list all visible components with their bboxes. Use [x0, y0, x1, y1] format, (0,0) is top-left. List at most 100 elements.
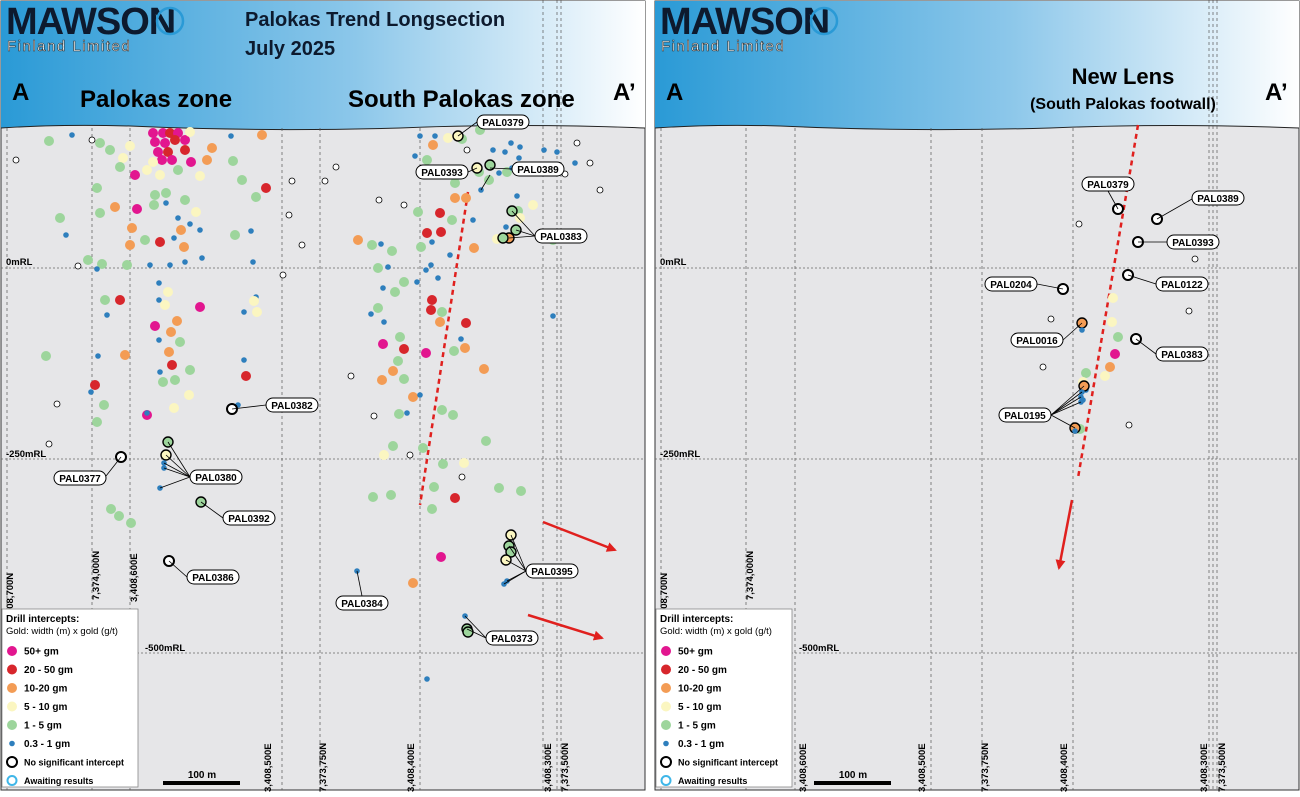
- hole-label[interactable]: PAL0384: [335, 595, 389, 611]
- hole-label[interactable]: PAL0204: [984, 276, 1038, 292]
- intercept-1-5: [481, 436, 491, 446]
- intercept-03-1: [147, 262, 153, 268]
- intercept-10-20: [127, 223, 137, 233]
- intercept-03-1: [417, 392, 423, 398]
- hole-label[interactable]: PAL0382: [265, 397, 319, 413]
- intercept-1-5: [140, 235, 150, 245]
- intercept-03-1: [417, 133, 423, 139]
- intercept-1-5: [367, 240, 377, 250]
- intercept-1-5: [175, 337, 185, 347]
- intercept-1-5: [388, 441, 398, 451]
- hole-label[interactable]: PAL0195: [998, 407, 1052, 423]
- legend-item-label: 0.3 - 1 gm: [678, 739, 724, 750]
- hole-label[interactable]: PAL0016: [1010, 332, 1064, 348]
- svg-text:PAL0395: PAL0395: [531, 567, 573, 578]
- leader-line: [159, 476, 191, 489]
- intercept-10-20: [408, 392, 418, 402]
- no-intercept: [321, 177, 329, 185]
- svg-text:PAL0393: PAL0393: [1172, 238, 1214, 249]
- hole-label[interactable]: PAL0383: [1155, 346, 1209, 362]
- intercept-5-10: [184, 390, 194, 400]
- intercept-03-1: [167, 262, 173, 268]
- right-sky-banner: [655, 1, 1299, 130]
- svg-text:PAL0122: PAL0122: [1161, 280, 1203, 291]
- no-intercept: [1047, 315, 1055, 323]
- hole-label[interactable]: PAL0379: [1081, 176, 1135, 192]
- intercept-1-5: [373, 303, 383, 313]
- intercept-03-1: [496, 170, 502, 176]
- hole-label[interactable]: PAL0383: [534, 228, 588, 244]
- intercept-50plus: [180, 135, 190, 145]
- leader-line: [1050, 385, 1085, 416]
- svg-text:100 m: 100 m: [188, 770, 216, 781]
- intercept-1-5: [126, 518, 136, 528]
- hole-label[interactable]: PAL0386: [186, 569, 240, 585]
- grid-label: 7,373,750N: [318, 743, 329, 792]
- intercept-1-5: [449, 346, 459, 356]
- grid-label: 3,408,600E: [129, 553, 140, 602]
- intercept-20-50: [461, 318, 471, 328]
- intercept-5-10: [1100, 371, 1110, 381]
- hole-label[interactable]: PAL0379: [476, 114, 530, 130]
- intercept-03-1: [424, 676, 430, 682]
- intercept-50plus: [167, 155, 177, 165]
- intercept-03-1: [663, 740, 669, 747]
- intercept-10-20: [257, 130, 267, 140]
- hole-label[interactable]: PAL0389: [511, 161, 565, 177]
- intercept-03-1: [516, 155, 522, 161]
- hole-label[interactable]: PAL0393: [1166, 234, 1220, 250]
- intercept-5-10: [459, 458, 469, 468]
- no-intercept: [298, 241, 306, 249]
- intercept-20-50: [115, 295, 125, 305]
- intercept-03-1: [241, 309, 247, 315]
- intercept-1-5: [373, 263, 383, 273]
- intercept-5-10: [7, 701, 17, 712]
- hole-label[interactable]: PAL0389: [1191, 190, 1245, 206]
- intercept-03-1: [414, 279, 420, 285]
- intercept-03-1: [381, 319, 387, 325]
- right-trend-line: [1076, 124, 1140, 479]
- intercept-50plus: [421, 348, 431, 358]
- left-sky-banner: [1, 1, 645, 130]
- svg-text:PAL0383: PAL0383: [1161, 350, 1203, 361]
- intercept-03-1: [503, 224, 509, 230]
- intercept-03-1: [175, 215, 181, 221]
- intercept-1-5: [158, 377, 168, 387]
- logo-compass-icon: [809, 6, 839, 36]
- no-intercept: [458, 473, 466, 481]
- intercept-5-10: [148, 157, 158, 167]
- legend-subtitle: Gold: width (m) x gold (g/t): [660, 626, 772, 637]
- right-leader-lines: [1036, 190, 1193, 429]
- intercept-10-20: [469, 243, 479, 253]
- hole-label[interactable]: PAL0377: [53, 470, 107, 486]
- intercept-20-50: [435, 208, 445, 218]
- svg-text:PAL0384: PAL0384: [341, 599, 383, 610]
- legend-item-label: No significant intercept: [24, 758, 124, 768]
- intercept-03-1: [69, 132, 75, 138]
- leader-line: [200, 501, 224, 519]
- no-intercept: [586, 159, 594, 167]
- right-intercept-points: [1039, 203, 1199, 434]
- intercept-50plus: [153, 147, 163, 157]
- intercept-03-1: [144, 410, 150, 416]
- intercept-1-5: [399, 277, 409, 287]
- hole-label[interactable]: PAL0373: [485, 630, 539, 646]
- logo-subtitle: Finland Limited: [661, 38, 785, 55]
- hole-label[interactable]: PAL0393: [415, 164, 469, 180]
- intercept-1-5: [44, 136, 54, 146]
- intercept-03-1: [508, 140, 514, 146]
- hole-label[interactable]: PAL0392: [222, 510, 276, 526]
- rl-label: 0mRL: [6, 257, 33, 268]
- legend-item-label: 10-20 gm: [24, 684, 67, 695]
- new-lens-title: New Lens: [1072, 64, 1175, 89]
- intercept-1-5: [516, 486, 526, 496]
- left-section-start-label: A: [12, 79, 29, 106]
- hole-label[interactable]: PAL0395: [525, 563, 579, 579]
- intercept-1-5: [99, 400, 109, 410]
- intercept-1-5: [97, 259, 107, 269]
- hole-label[interactable]: PAL0122: [1155, 276, 1209, 292]
- hole-label[interactable]: PAL0380: [189, 469, 243, 485]
- intercept-10-20: [661, 683, 671, 693]
- legend-item-label: 10-20 gm: [678, 684, 721, 695]
- leader-line: [466, 628, 487, 639]
